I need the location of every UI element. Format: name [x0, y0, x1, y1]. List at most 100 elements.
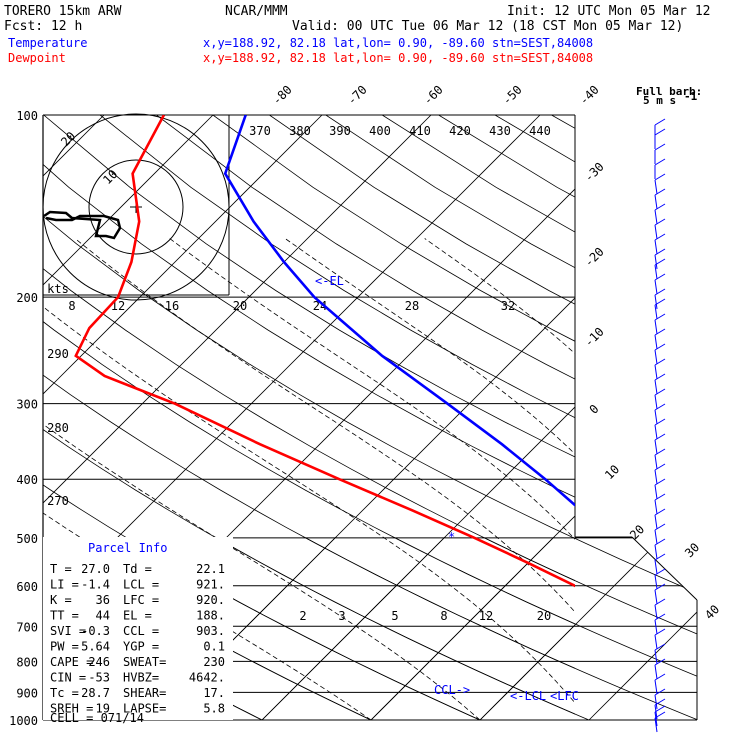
- pressure-tick-label: 300: [16, 398, 38, 412]
- wind-barb-staff: [654, 334, 658, 350]
- parcel-row-value: 246: [88, 655, 110, 669]
- wind-barb-flag: [654, 143, 666, 151]
- wind-barb-flag: [654, 233, 666, 241]
- wind-barb-staff: [654, 319, 658, 335]
- wind-barb-staff: [654, 394, 658, 410]
- speed-scale-label: kts: [47, 282, 69, 296]
- hodograph-ring-10: [88, 159, 184, 255]
- dry-adiabat-line: [608, 115, 740, 733]
- wind-barb-staff: [654, 209, 658, 225]
- moist-adiabat-line: [581, 239, 740, 721]
- wind-barb-staff: [654, 589, 658, 605]
- wind-barb-staff: [654, 619, 658, 635]
- wind-barb-staff: [654, 694, 658, 710]
- isotherm-label: -10: [582, 325, 607, 350]
- parcel-row-value: 921.: [196, 578, 225, 592]
- theta-e-label: 380: [289, 124, 311, 138]
- dry-adiabat-line: [664, 115, 740, 733]
- speed-scale-label: 8: [68, 299, 75, 313]
- wind-barbs: [654, 118, 666, 733]
- moist-adiabat-line: [74, 238, 575, 613]
- parcel-row-value: -1.4: [81, 578, 110, 592]
- wind-barb-staff: [654, 279, 658, 295]
- wind-barb-flag: [654, 568, 666, 576]
- wind-barb-flag: [654, 343, 666, 351]
- moist-adiabat-line: [284, 238, 575, 455]
- wind-barb-flag: [654, 433, 666, 441]
- speed-scale-label: 20: [233, 299, 247, 313]
- wind-barb-flag: [654, 298, 666, 306]
- parcel-row-value: 188.: [196, 609, 225, 623]
- dry-adiabat-line: [156, 115, 575, 380]
- wind-barb-staff: [654, 179, 658, 195]
- mixing-ratio-label: 20: [537, 609, 551, 623]
- barb-legend-sup: -1: [684, 90, 698, 103]
- wind-barb-staff: [654, 559, 658, 575]
- isotherm-line: [261, 406, 575, 720]
- pressure-tick-label: 400: [16, 473, 38, 487]
- wind-barb-flag: [654, 373, 666, 381]
- wind-barb-flag: [654, 658, 666, 666]
- wind-barb-flag: [654, 448, 666, 456]
- wind-barb-flag: [654, 203, 666, 211]
- parcel-row-value: 27.0: [81, 562, 110, 576]
- wind-barb-flag: [654, 258, 666, 266]
- parcel-row-value: 230: [203, 655, 225, 669]
- temperature-location: x,y=188.92, 82.18 lat,lon= 0.90, -89.60 …: [203, 36, 593, 50]
- speed-scale-label: 28: [405, 299, 419, 313]
- wind-barb-staff: [654, 194, 658, 210]
- wind-barb-flag: [654, 418, 666, 426]
- parcel-row-value: -53: [88, 671, 110, 685]
- dry-adiabat-line: [381, 537, 697, 720]
- parcel-info-bg: [43, 537, 233, 720]
- parcel-row-label: LCL =: [123, 578, 159, 592]
- wind-barb-staff: [654, 717, 658, 733]
- parcel-row-value: 28.7: [81, 686, 110, 700]
- wind-barb-staff: [654, 484, 658, 500]
- dry-adiabat-line: [607, 537, 697, 720]
- isotherm-label: 20: [627, 522, 647, 542]
- wind-barb-flag: [654, 248, 666, 256]
- wind-barb-flag: [654, 598, 666, 606]
- wind-barb-staff: [654, 409, 658, 425]
- wind-barb-flag: [654, 613, 666, 621]
- dewpoint-legend: Dewpoint: [8, 51, 66, 65]
- wind-barb-flag: [654, 358, 666, 366]
- parcel-row-value: 22.1: [196, 562, 225, 576]
- theta-e-label: 370: [249, 124, 271, 138]
- pressure-tick-label: 700: [16, 620, 38, 634]
- wind-barb-flag: [654, 118, 666, 126]
- wind-barb-flag: [654, 643, 666, 651]
- wind-barb-staff: [654, 514, 658, 530]
- wind-barb-staff: [654, 439, 658, 455]
- parcel-info-panel: Parcel Info T = 27.0 Td = 22.1 LI = -1.4 LCL = 9…: [43, 537, 233, 725]
- parcel-row-label: LFC =: [123, 593, 159, 607]
- wind-barb-flag: [654, 328, 666, 336]
- isotherm-line: [43, 115, 214, 286]
- wind-barb-flag: [654, 273, 666, 281]
- pressure-tick-label: 600: [16, 580, 38, 594]
- dewpoint-location: x,y=188.92, 82.18 lat,lon= 0.90, -89.60 …: [203, 51, 593, 65]
- wind-barb-staff: [654, 239, 658, 255]
- isotherm-label: 30: [682, 540, 702, 560]
- isotherm-label: -80: [270, 83, 295, 108]
- el-label: <-EL: [315, 274, 344, 288]
- wind-barb-flag: [654, 523, 666, 531]
- isotherm-line: [588, 537, 697, 720]
- hodograph-ring-label: 10: [100, 167, 120, 187]
- parcel-row-value: 44: [96, 609, 110, 623]
- theta-label: 270: [47, 494, 69, 508]
- wind-barb-staff: [654, 544, 658, 560]
- parcel-row-label: HVBZ=: [123, 671, 159, 685]
- right-frame-slant: [631, 536, 698, 601]
- pressure-tick-label: 200: [16, 291, 38, 305]
- parcel-row-value: 0.1: [203, 640, 225, 654]
- parcel-row-value: 920.: [196, 593, 225, 607]
- speed-scale-label: 16: [165, 299, 179, 313]
- hodograph-ring-20: [42, 113, 230, 301]
- theta-e-label: 400: [369, 124, 391, 138]
- wind-barb-flag: [654, 628, 666, 636]
- parcel-row-label: SHEAR=: [123, 686, 166, 700]
- theta-e-label: 390: [329, 124, 351, 138]
- wind-barb-flag: [654, 313, 666, 321]
